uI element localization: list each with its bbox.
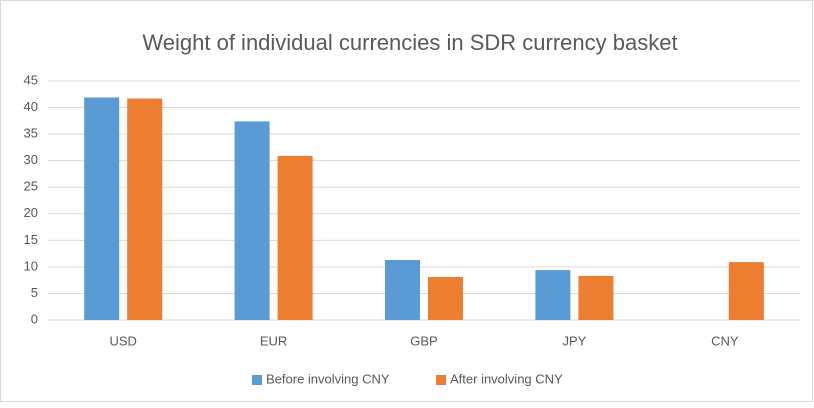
y-tick-label: 30	[24, 152, 38, 167]
y-tick-label: 45	[24, 72, 38, 87]
bar	[385, 259, 420, 320]
legend-swatch	[252, 375, 262, 385]
legend-swatch	[436, 375, 446, 385]
x-tick-label: EUR	[260, 333, 287, 348]
x-tick-label: USD	[109, 333, 136, 348]
y-tick-label: 0	[31, 311, 38, 326]
x-tick-label: JPY	[562, 333, 586, 348]
bar	[234, 121, 270, 320]
y-tick-label: 35	[24, 126, 38, 141]
y-tick-label: 25	[24, 179, 38, 194]
y-tick-label: 20	[24, 205, 38, 220]
bar	[127, 98, 163, 320]
bar	[277, 155, 313, 320]
bar	[728, 262, 764, 320]
legend-label: After involving CNY	[450, 371, 563, 386]
y-tick-label: 10	[24, 258, 38, 273]
y-tick-label: 5	[31, 285, 38, 300]
bar	[428, 276, 463, 320]
chart-title: Weight of individual currencies in SDR c…	[142, 30, 677, 55]
bar	[535, 270, 571, 320]
y-tick-label: 40	[24, 99, 38, 114]
x-tick-label: CNY	[711, 333, 739, 348]
x-tick-label: GBP	[410, 333, 437, 348]
bar	[578, 275, 614, 320]
bar	[84, 97, 120, 320]
legend-label: Before involving CNY	[266, 371, 390, 386]
y-tick-label: 15	[24, 232, 38, 247]
